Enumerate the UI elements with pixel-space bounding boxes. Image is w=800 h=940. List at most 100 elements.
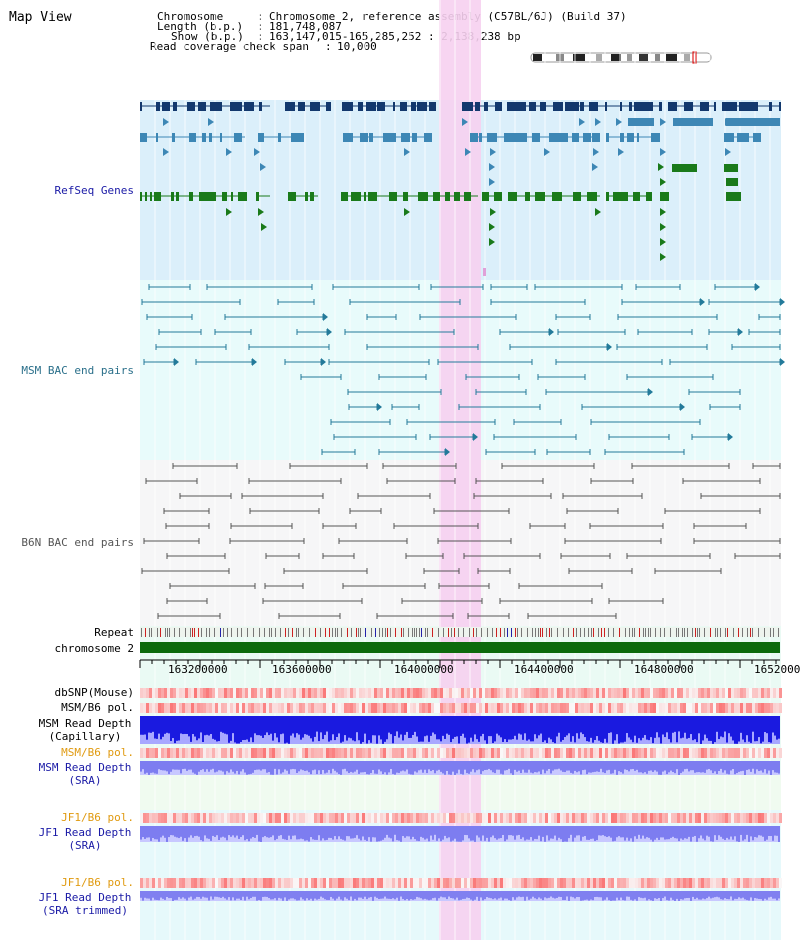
b6n-bac-track[interactable] [141,463,781,619]
heat-cell [284,688,287,698]
heat-cell [605,688,608,698]
heat-cell [374,813,377,823]
gene-arrow [725,148,731,156]
depth-bar [434,716,436,735]
depth-bar [718,761,720,771]
depth-bar [508,716,510,740]
depth-bar [340,891,342,900]
gene-exon [495,102,502,111]
heat-cell [281,813,284,823]
heat-cell [605,878,608,888]
depth-bar [582,716,584,735]
depth-bar [544,891,546,898]
heat-cell [617,703,620,713]
heat-cell [407,748,410,758]
heat-cell [314,688,317,698]
heat-cell [749,878,752,888]
heat-cell [740,878,743,888]
repeat-mark [515,628,516,637]
depth-bar [258,716,260,736]
depth-bar [516,891,518,898]
heat-cell [287,878,290,888]
heat-cell [374,878,377,888]
heat-cell [254,703,257,713]
depth-bar [724,761,726,771]
depth-bar [360,826,362,841]
depth-bar [696,891,698,898]
heat-cell [773,813,776,823]
depth-bar [708,761,710,769]
heat-cell [230,688,233,698]
bac-arrow [780,358,785,366]
heat-cell [389,813,392,823]
heat-cell [314,878,317,888]
heat-cell [308,748,311,758]
depth-bar [670,761,672,771]
heat-cell [419,878,422,888]
depth-bar [646,761,648,774]
bac-arrow [738,328,743,336]
heat-cell [590,703,593,713]
depth-bar [368,761,370,775]
heat-cell [770,813,773,823]
heat-cell [329,813,332,823]
depth-bar [286,826,288,841]
heat-cell [611,703,614,713]
heat-cell [152,748,155,758]
depth-bar [436,826,438,841]
heat-cell [380,813,383,823]
chromosome-ideogram[interactable] [530,51,712,64]
heat-cell [392,748,395,758]
heat-cell [323,813,326,823]
depth-bar [262,716,264,738]
depth-bar [174,761,176,770]
heat-cell [548,878,551,888]
msm-bac-label[interactable]: MSM BAC end pairs [21,364,134,377]
heat-cell [293,688,296,698]
chromosome-bar[interactable] [140,642,780,653]
depth-bar [704,716,706,735]
heat-cell [353,748,356,758]
jf1-depth-sra-label: JF1 Read Depth (SRA) [38,826,132,852]
heat-cell [218,813,221,823]
msm-bac-track[interactable] [141,283,785,456]
heat-cell [614,748,617,758]
heat-cell [272,878,275,888]
refseq-genes-track[interactable] [140,102,781,276]
heat-cell [440,703,443,713]
depth-bar [616,891,618,898]
depth-bar [632,716,634,743]
depth-bar [472,891,474,901]
heat-cell [374,703,377,713]
depth-bar [320,891,322,897]
heat-cell [551,703,554,713]
depth-bar [584,826,586,837]
depth-bar [358,826,360,839]
depth-bar [562,761,564,772]
heat-cell [731,748,734,758]
heat-cell [248,703,251,713]
gene-arrow [490,208,496,216]
b6n-bac-label[interactable]: B6N BAC end pairs [21,536,134,549]
depth-bar [746,826,748,835]
depth-bar [232,826,234,836]
depth-bar [590,716,592,738]
repeat-mark [778,628,779,637]
refseq-genes-label[interactable]: RefSeq Genes [54,184,134,197]
depth-bar [676,826,678,839]
heat-cell [407,703,410,713]
depth-bar [598,826,600,836]
heat-cell [473,703,476,713]
depth-bar [726,716,728,743]
depth-bar [260,826,262,842]
gene-exon [552,192,557,201]
depth-bar [246,761,248,775]
heat-cell [695,703,698,713]
depth-bar [650,761,652,771]
depth-bar [346,826,348,837]
depth-bar [772,891,774,899]
repeat-track[interactable] [140,627,780,637]
depth-bar [484,761,486,770]
depth-bar [486,716,488,744]
